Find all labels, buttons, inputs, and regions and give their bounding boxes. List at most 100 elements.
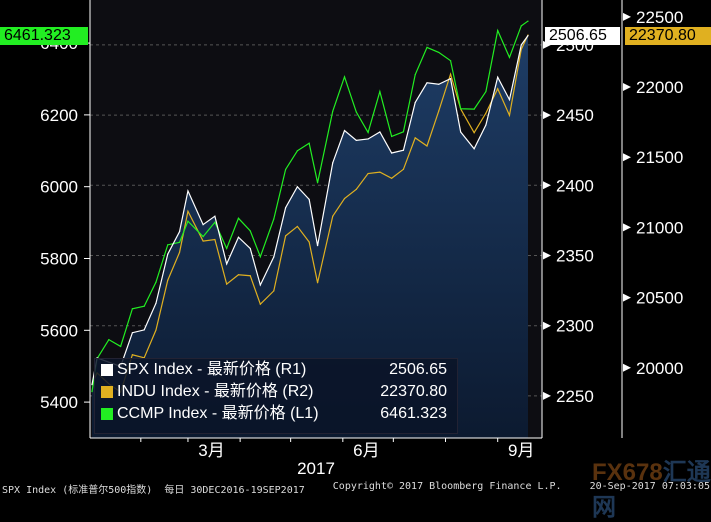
data-point [497, 76, 499, 78]
tick-mark [543, 321, 551, 330]
data-point [167, 244, 169, 246]
data-point [508, 114, 511, 116]
x-tick-label: 9月 [508, 441, 534, 460]
right2-tick-label: 20500 [636, 289, 683, 308]
data-point [426, 145, 428, 147]
data-point [343, 76, 346, 78]
tick-mark [623, 223, 631, 232]
data-point [202, 240, 204, 242]
spx-last-badge: 2506.65 [545, 27, 620, 45]
data-point [485, 124, 487, 126]
tick-mark [623, 363, 631, 372]
data-point [131, 332, 134, 334]
tick-mark [543, 391, 551, 400]
tick-mark [623, 12, 631, 21]
data-point [259, 284, 261, 286]
right2-tick-label: 20000 [636, 359, 683, 378]
data-point [473, 108, 475, 110]
indu-last-badge: 22370.80 [625, 27, 711, 45]
tick-mark [543, 111, 551, 120]
data-point [226, 263, 228, 265]
data-point [214, 238, 216, 241]
data-point [308, 142, 310, 144]
data-point [187, 190, 189, 192]
data-point [438, 110, 440, 112]
right1-tick-label: 2450 [556, 106, 594, 125]
data-point [391, 152, 393, 154]
data-point [249, 247, 251, 250]
tick-mark [623, 153, 631, 162]
data-point [473, 148, 475, 150]
data-point [178, 231, 181, 233]
left-tick-label: 6000 [40, 178, 78, 197]
legend-label: SPX Index - 最新价格 (R1) [117, 361, 307, 378]
x-axis-year-label: 2017 [297, 459, 335, 478]
data-point [473, 132, 475, 134]
footer-timestamp: 20-Sep-2017 07:03:05 [589, 481, 710, 492]
data-point [91, 391, 93, 393]
right2-tick-label: 21000 [636, 218, 683, 237]
data-point [259, 303, 261, 305]
data-point [343, 197, 346, 200]
data-point [414, 74, 416, 76]
data-point [187, 220, 189, 222]
data-point [485, 90, 487, 93]
data-point [167, 279, 169, 281]
data-point [379, 131, 381, 133]
legend: SPX Index - 最新价格 (R1) 2506.65 INDU Index … [94, 358, 458, 434]
right1-tick-label: 2300 [556, 317, 594, 336]
data-point [426, 82, 428, 84]
ccmp-last-badge: 6461.323 [0, 27, 88, 45]
data-point [449, 60, 452, 62]
right1-tick-label: 2400 [556, 176, 594, 195]
right2-tick-label: 21500 [636, 148, 683, 167]
legend-item-ccmp: CCMP Index - 最新价格 (L1) 6461.323 [95, 403, 457, 425]
right2-tick-label: 22000 [636, 78, 683, 97]
data-point [249, 230, 251, 232]
data-point [438, 83, 440, 85]
data-point [449, 73, 452, 75]
x-tick-label: 6月 [353, 441, 379, 460]
data-point [460, 131, 462, 133]
data-point [379, 90, 381, 93]
data-point [202, 224, 204, 226]
data-point [402, 168, 405, 170]
data-point [527, 34, 529, 37]
right1-tick-label: 2250 [556, 387, 594, 406]
data-point [284, 235, 287, 237]
data-point [316, 282, 319, 284]
data-point [355, 188, 357, 190]
legend-label: INDU Index - 最新价格 (R2) [117, 383, 314, 400]
footer-copyright: Copyright© 2017 Bloomberg Finance L.P. [332, 481, 562, 492]
data-point [520, 25, 522, 27]
data-point [402, 149, 405, 151]
spx-area [92, 35, 528, 439]
data-point [391, 177, 393, 179]
data-point [273, 256, 275, 258]
left-tick-label: 5800 [40, 249, 78, 268]
right2-tick-label: 22500 [636, 8, 683, 27]
data-point [355, 111, 357, 113]
data-point [332, 215, 334, 217]
data-point [167, 253, 169, 255]
data-point [355, 139, 357, 141]
data-point [296, 150, 298, 152]
tick-mark [623, 83, 631, 92]
data-point [332, 162, 334, 164]
data-point [449, 78, 452, 80]
data-point [485, 112, 487, 114]
data-point [391, 135, 393, 138]
data-point [187, 210, 189, 212]
data-point [497, 29, 499, 32]
tick-mark [543, 181, 551, 190]
footer-security: SPX Index (标准普尔500指数) 每日 30DEC2016-19SEP… [2, 485, 305, 496]
data-point [343, 129, 346, 132]
data-point [178, 251, 181, 254]
data-point [178, 241, 181, 243]
data-point [143, 305, 145, 307]
data-point [237, 236, 240, 238]
data-point [202, 235, 204, 238]
data-point [143, 329, 145, 331]
data-point [332, 110, 334, 112]
data-point [155, 281, 157, 283]
